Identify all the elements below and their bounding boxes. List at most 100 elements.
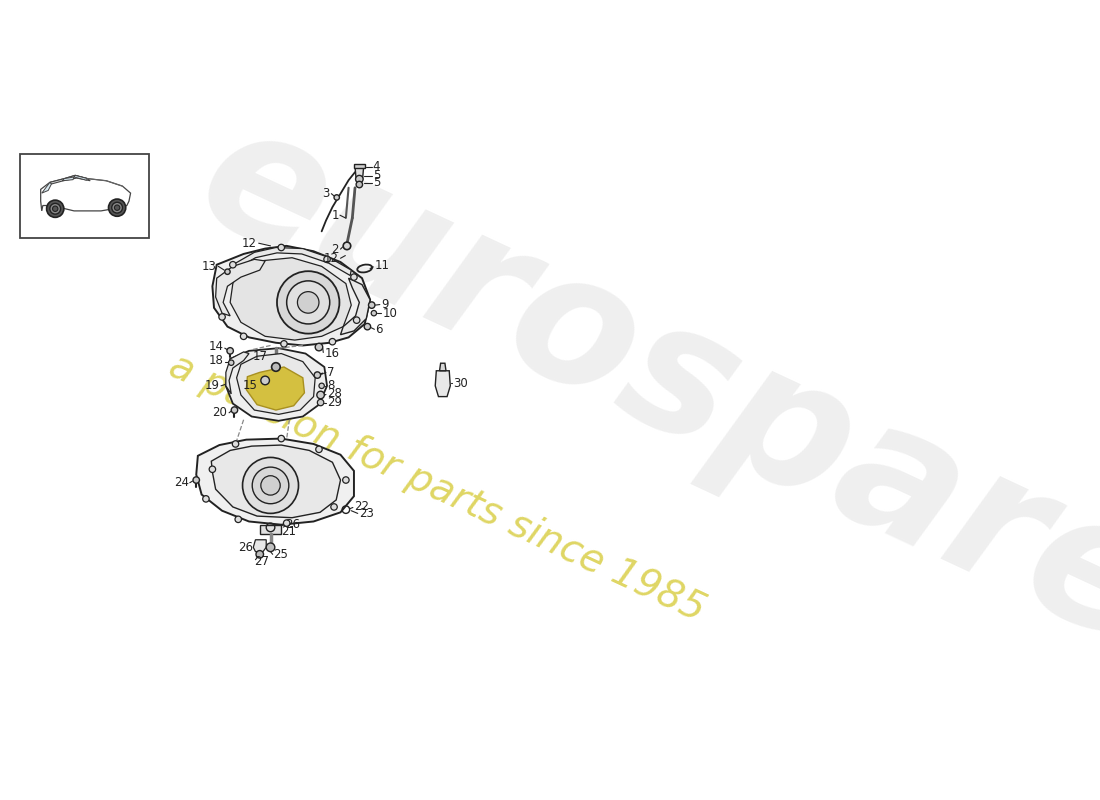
- Text: 22: 22: [354, 501, 368, 514]
- Text: 3: 3: [322, 187, 330, 200]
- Circle shape: [266, 543, 275, 552]
- Circle shape: [356, 182, 363, 188]
- Text: 17: 17: [253, 350, 267, 362]
- Text: 26: 26: [239, 541, 253, 554]
- Circle shape: [284, 520, 290, 526]
- Circle shape: [229, 360, 234, 366]
- Circle shape: [192, 477, 199, 483]
- Text: 9: 9: [381, 298, 388, 310]
- Text: 26: 26: [286, 518, 300, 531]
- Text: 5: 5: [373, 177, 381, 190]
- Text: 1: 1: [331, 209, 339, 222]
- Text: 28: 28: [327, 387, 342, 401]
- Polygon shape: [341, 278, 370, 334]
- Circle shape: [287, 281, 330, 324]
- Text: 13: 13: [201, 260, 217, 273]
- Text: 11: 11: [374, 259, 389, 272]
- Polygon shape: [63, 177, 74, 181]
- Circle shape: [231, 407, 238, 414]
- Circle shape: [224, 269, 230, 274]
- Circle shape: [209, 466, 216, 473]
- Text: 4: 4: [373, 160, 381, 174]
- Text: 15: 15: [242, 379, 257, 392]
- Polygon shape: [211, 445, 341, 518]
- Polygon shape: [440, 363, 446, 370]
- Circle shape: [278, 435, 285, 442]
- Polygon shape: [74, 175, 88, 180]
- Text: 6: 6: [375, 323, 383, 336]
- Polygon shape: [253, 540, 266, 552]
- Circle shape: [318, 399, 323, 406]
- Circle shape: [109, 199, 125, 216]
- Polygon shape: [196, 438, 354, 525]
- Text: a passion for parts since 1985: a passion for parts since 1985: [163, 347, 711, 630]
- Circle shape: [343, 242, 351, 250]
- Circle shape: [261, 376, 270, 385]
- Circle shape: [351, 274, 358, 280]
- Circle shape: [114, 205, 120, 210]
- Polygon shape: [226, 348, 327, 421]
- Polygon shape: [50, 175, 90, 184]
- Circle shape: [297, 292, 319, 313]
- Text: 21: 21: [282, 525, 296, 538]
- Polygon shape: [212, 246, 370, 346]
- Circle shape: [319, 383, 324, 389]
- Polygon shape: [436, 370, 450, 397]
- Text: 8: 8: [327, 379, 334, 392]
- Circle shape: [355, 175, 363, 183]
- Circle shape: [50, 203, 60, 214]
- Text: 27: 27: [254, 555, 270, 568]
- Text: 25: 25: [273, 548, 288, 561]
- Circle shape: [227, 348, 233, 354]
- Circle shape: [53, 206, 58, 211]
- Circle shape: [316, 446, 322, 453]
- Polygon shape: [42, 182, 52, 193]
- Circle shape: [219, 314, 225, 320]
- Circle shape: [261, 476, 280, 495]
- Polygon shape: [230, 258, 351, 340]
- Bar: [20, 154, 150, 238]
- Circle shape: [280, 341, 287, 347]
- Polygon shape: [233, 247, 351, 275]
- Circle shape: [46, 200, 64, 218]
- Text: 20: 20: [212, 406, 228, 419]
- Circle shape: [112, 202, 122, 213]
- Polygon shape: [355, 166, 364, 179]
- Circle shape: [242, 458, 298, 514]
- Circle shape: [316, 343, 322, 351]
- Text: 16: 16: [324, 347, 339, 360]
- Text: 19: 19: [205, 379, 219, 392]
- Circle shape: [315, 372, 320, 378]
- Circle shape: [329, 338, 336, 345]
- Circle shape: [364, 323, 371, 330]
- Circle shape: [323, 256, 330, 262]
- Circle shape: [272, 362, 280, 371]
- Text: 23: 23: [360, 507, 374, 521]
- Circle shape: [235, 516, 242, 522]
- Polygon shape: [354, 164, 365, 168]
- Circle shape: [252, 467, 289, 504]
- Text: 18: 18: [209, 354, 223, 367]
- Text: 12: 12: [242, 237, 257, 250]
- Circle shape: [368, 302, 375, 308]
- Circle shape: [331, 504, 338, 510]
- Text: 29: 29: [327, 396, 342, 409]
- Circle shape: [343, 477, 349, 483]
- Circle shape: [277, 271, 340, 334]
- Polygon shape: [216, 259, 265, 316]
- Circle shape: [371, 310, 376, 316]
- Polygon shape: [41, 175, 131, 211]
- Text: 2: 2: [331, 242, 339, 256]
- Polygon shape: [260, 525, 282, 534]
- Circle shape: [278, 244, 285, 250]
- Polygon shape: [226, 352, 249, 394]
- Circle shape: [256, 550, 264, 558]
- Text: 7: 7: [327, 366, 334, 379]
- Circle shape: [353, 317, 360, 323]
- Text: 14: 14: [209, 340, 223, 353]
- Circle shape: [334, 194, 340, 200]
- Text: 24: 24: [174, 476, 189, 490]
- Text: 10: 10: [383, 306, 397, 320]
- Text: eurospares: eurospares: [174, 86, 1100, 728]
- Circle shape: [241, 333, 246, 339]
